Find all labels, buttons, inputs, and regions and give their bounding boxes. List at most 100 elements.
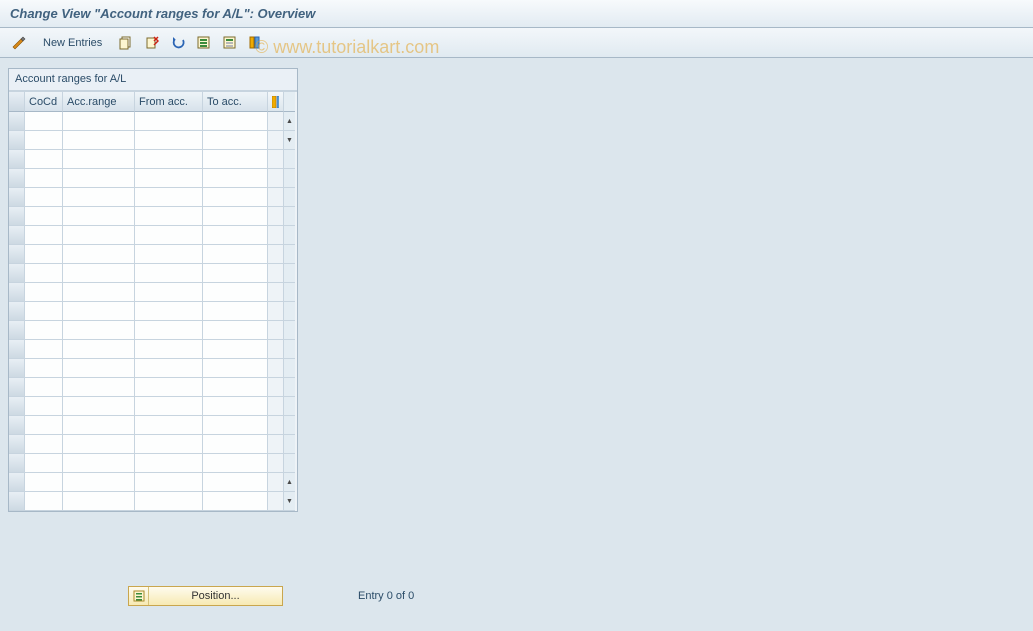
row-selector[interactable] [9,321,25,340]
column-header-cocd[interactable]: CoCd [25,92,63,112]
table-cell[interactable] [25,207,63,226]
row-selector[interactable] [9,207,25,226]
cell-input[interactable] [28,492,59,510]
row-selector[interactable] [9,302,25,321]
column-header-selector[interactable] [9,92,25,112]
table-cell[interactable] [63,473,135,492]
cell-input[interactable] [138,207,199,225]
table-cell[interactable] [135,245,203,264]
scrollbar-track[interactable]: ▼ [284,131,295,150]
column-config-button[interactable] [268,92,284,112]
table-cell[interactable] [135,359,203,378]
row-selector[interactable] [9,226,25,245]
cell-input[interactable] [138,397,199,415]
position-button[interactable]: Position... [128,586,283,606]
cell-input[interactable] [28,397,59,415]
scrollbar-track[interactable] [284,378,295,397]
cell-input[interactable] [28,226,59,244]
table-cell[interactable] [203,378,268,397]
cell-input[interactable] [138,131,199,149]
table-cell[interactable] [25,112,63,131]
scrollbar-track[interactable] [284,169,295,188]
table-cell[interactable] [63,454,135,473]
table-cell[interactable] [135,340,203,359]
cell-input[interactable] [206,397,264,415]
delete-icon[interactable] [141,33,163,53]
cell-input[interactable] [28,188,59,206]
table-cell[interactable] [63,359,135,378]
table-cell[interactable] [63,245,135,264]
table-cell[interactable] [135,492,203,511]
table-cell[interactable] [135,150,203,169]
cell-input[interactable] [206,416,264,434]
table-cell[interactable] [63,131,135,150]
table-cell[interactable] [135,169,203,188]
cell-input[interactable] [206,112,264,130]
row-selector[interactable] [9,492,25,511]
table-cell[interactable] [203,359,268,378]
table-cell[interactable] [63,112,135,131]
scrollbar-track[interactable] [284,454,295,473]
cell-input[interactable] [28,416,59,434]
table-cell[interactable] [25,321,63,340]
cell-input[interactable] [28,112,59,130]
cell-input[interactable] [66,435,131,453]
table-cell[interactable] [203,454,268,473]
cell-input[interactable] [138,340,199,358]
table-cell[interactable] [203,321,268,340]
row-selector[interactable] [9,131,25,150]
cell-input[interactable] [66,378,131,396]
table-cell[interactable] [25,359,63,378]
row-selector[interactable] [9,264,25,283]
table-cell[interactable] [25,188,63,207]
select-all-icon[interactable] [193,33,215,53]
cell-input[interactable] [28,359,59,377]
cell-input[interactable] [206,169,264,187]
table-cell[interactable] [63,340,135,359]
table-cell[interactable] [135,473,203,492]
cell-input[interactable] [66,245,131,263]
scrollbar-track[interactable] [284,264,295,283]
row-selector[interactable] [9,378,25,397]
cell-input[interactable] [206,321,264,339]
scrollbar-track[interactable] [284,340,295,359]
cell-input[interactable] [138,321,199,339]
cell-input[interactable] [66,473,131,491]
cell-input[interactable] [206,207,264,225]
scrollbar-track[interactable]: ▲ [284,112,295,131]
table-cell[interactable] [25,226,63,245]
cell-input[interactable] [206,454,264,472]
cell-input[interactable] [28,473,59,491]
config-column-icon[interactable] [245,33,267,53]
row-selector[interactable] [9,397,25,416]
table-cell[interactable] [203,492,268,511]
cell-input[interactable] [66,169,131,187]
table-cell[interactable] [203,112,268,131]
table-cell[interactable] [135,207,203,226]
row-selector[interactable] [9,283,25,302]
cell-input[interactable] [66,359,131,377]
cell-input[interactable] [66,416,131,434]
row-selector[interactable] [9,473,25,492]
cell-input[interactable] [28,283,59,301]
scrollbar-track[interactable] [284,283,295,302]
row-selector[interactable] [9,150,25,169]
deselect-all-icon[interactable] [219,33,241,53]
table-cell[interactable] [203,340,268,359]
table-cell[interactable] [135,112,203,131]
table-cell[interactable] [63,188,135,207]
scrollbar-track[interactable] [284,321,295,340]
table-cell[interactable] [25,150,63,169]
cell-input[interactable] [28,378,59,396]
table-cell[interactable] [203,150,268,169]
table-cell[interactable] [203,131,268,150]
scrollbar-track[interactable] [284,359,295,378]
row-selector[interactable] [9,359,25,378]
scrollbar-track[interactable] [284,188,295,207]
scrollbar-track[interactable] [284,416,295,435]
table-cell[interactable] [203,435,268,454]
cell-input[interactable] [28,150,59,168]
table-cell[interactable] [63,169,135,188]
table-cell[interactable] [25,169,63,188]
cell-input[interactable] [138,150,199,168]
